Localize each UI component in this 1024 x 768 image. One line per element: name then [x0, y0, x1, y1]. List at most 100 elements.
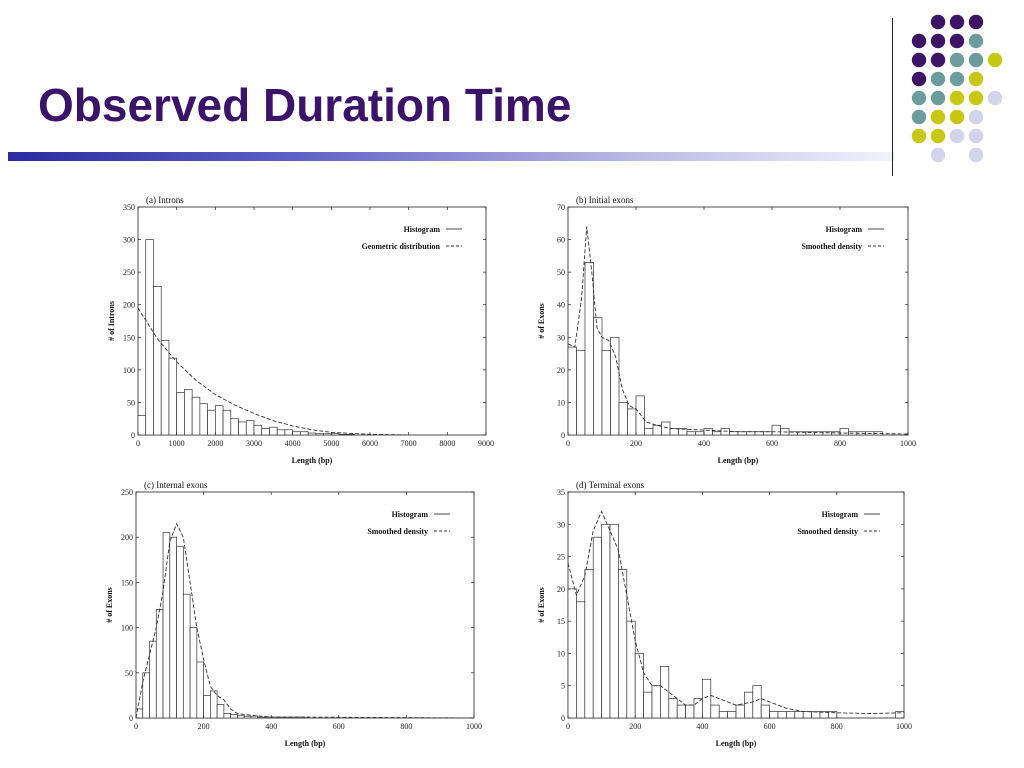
histogram-bar — [346, 433, 355, 436]
y-tick-label: 0 — [131, 431, 135, 440]
histogram-bar — [230, 418, 239, 436]
histogram-bar — [769, 711, 779, 719]
histogram-bar — [307, 432, 317, 436]
decor-dot — [987, 90, 1003, 106]
histogram-bar — [685, 704, 695, 719]
histogram-bar — [627, 408, 637, 436]
histogram-bar — [839, 428, 849, 436]
y-axis-label: # of Introns — [107, 301, 116, 341]
histogram-bar — [338, 433, 348, 436]
decor-dot — [911, 128, 927, 144]
histogram-bar — [634, 653, 644, 719]
decor-dot-grid — [911, 14, 1003, 163]
histogram-bar — [895, 711, 905, 719]
histogram-bar — [695, 431, 705, 436]
x-tick-label: 200 — [630, 439, 642, 448]
histogram-bar — [712, 431, 722, 436]
decor-dot — [968, 90, 984, 106]
x-axis-label: Length (bp) — [285, 739, 326, 748]
y-tick-label: 50 — [125, 669, 133, 678]
decor-dot — [987, 52, 1003, 68]
histogram-bar — [237, 714, 245, 719]
histogram-bar — [300, 431, 309, 436]
y-tick-label: 150 — [121, 578, 133, 587]
legend-label: Smoothed density — [367, 527, 428, 536]
histogram-bar — [182, 593, 191, 719]
histogram-bar — [149, 640, 157, 719]
histogram-bar — [729, 431, 739, 436]
y-tick-label: 20 — [557, 585, 565, 594]
histogram-bar — [160, 340, 170, 436]
legend-label: Smoothed density — [797, 527, 858, 536]
decor-dot — [968, 147, 984, 163]
x-tick-label: 0 — [136, 439, 140, 448]
legend-label: Geometric distribution — [362, 242, 441, 251]
decor-dot — [911, 109, 927, 125]
histogram-bar — [584, 262, 594, 436]
histogram-bar — [592, 536, 602, 719]
chart-initial-exons: (b) Initial exons 0 200 400 600 800 1000 0 10 20 3… — [510, 192, 930, 477]
histogram-bar — [184, 389, 193, 436]
y-tick-label: 150 — [123, 333, 135, 342]
y-tick-label: 200 — [123, 301, 135, 310]
histogram-bar — [593, 317, 603, 436]
histogram-bar — [754, 431, 764, 436]
histogram-bar — [323, 433, 332, 436]
legend-label: Histogram — [392, 510, 429, 519]
chart-introns: (a) Introns 0 1000 2000 3000 4000 5000 6000 7000… — [90, 192, 500, 477]
decor-dot — [968, 71, 984, 87]
histogram-bar — [635, 395, 645, 436]
histogram-bar — [686, 431, 696, 436]
decor-dot — [930, 147, 946, 163]
title-underline-bar — [8, 152, 895, 161]
decor-dot — [949, 71, 965, 87]
histogram-bar — [222, 409, 232, 436]
histogram-bar — [223, 713, 231, 719]
histogram-bar — [203, 695, 211, 719]
y-tick-label: 200 — [121, 533, 133, 542]
histogram-bar — [660, 665, 670, 719]
histogram-bar — [727, 711, 737, 719]
histogram-bar — [207, 409, 216, 436]
y-tick-label: 20 — [557, 366, 565, 375]
histogram-bar — [626, 620, 636, 719]
histogram-bar — [720, 428, 730, 436]
y-tick-label: 10 — [557, 398, 565, 407]
y-tick-label: 35 — [557, 488, 565, 497]
y-tick-label: 0 — [561, 431, 565, 440]
decor-dot — [968, 52, 984, 68]
histogram-bar — [618, 569, 628, 719]
y-tick-label: 100 — [121, 624, 133, 633]
x-tick-label: 0 — [566, 439, 570, 448]
x-tick-label: 400 — [265, 722, 277, 731]
x-tick-label: 3000 — [246, 439, 262, 448]
histogram-bar — [710, 704, 720, 719]
x-tick-label: 400 — [696, 722, 708, 731]
histogram-bar — [746, 431, 756, 436]
decor-dot — [930, 109, 946, 125]
legend-label: Histogram — [826, 225, 863, 234]
x-axis-label: Length (bp) — [716, 739, 757, 748]
y-tick-label: 0 — [561, 714, 565, 723]
histogram-bar — [153, 286, 162, 436]
y-axis-label: # of Exons — [105, 587, 114, 623]
histogram-bar — [145, 239, 154, 436]
x-tick-label: 4000 — [285, 439, 301, 448]
histogram-bar — [811, 711, 821, 719]
histogram-bar — [243, 715, 252, 719]
histogram-bar — [822, 431, 832, 436]
histogram-bar — [668, 698, 678, 719]
x-tick-label: 2000 — [207, 439, 223, 448]
chart-terminal-exons: (d) Terminal exons 0 200 400 600 800 1000 0 5 10 1… — [510, 478, 930, 763]
chart-internal-exons: (c) Internal exons 0 200 400 600 800 1000 0 50 10… — [78, 478, 498, 763]
histogram-bar — [257, 716, 265, 719]
x-tick-label: 800 — [834, 439, 846, 448]
histogram-bar — [169, 536, 177, 719]
histogram-bar — [609, 523, 619, 719]
histogram-bar — [253, 424, 263, 436]
histogram-bar — [196, 661, 204, 719]
chart-title: (d) Terminal exons — [576, 480, 645, 490]
histogram-bar — [567, 346, 577, 436]
histogram-bar — [735, 704, 745, 719]
x-tick-label: 600 — [766, 439, 778, 448]
